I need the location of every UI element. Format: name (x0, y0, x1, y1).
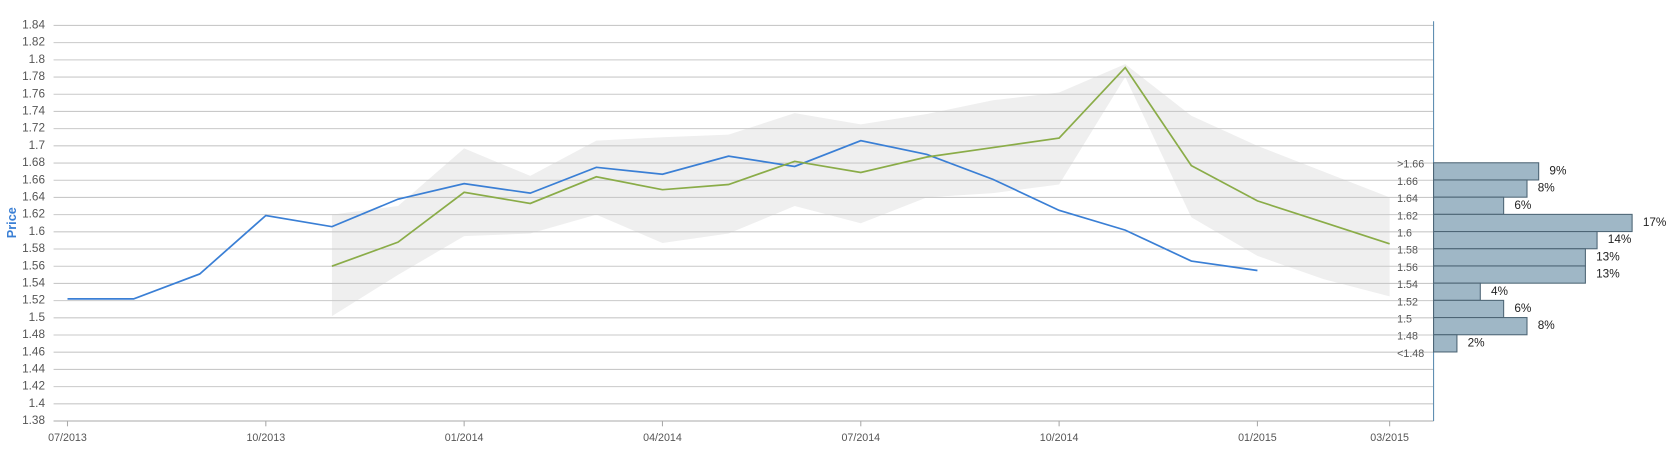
range-band (331, 64, 1390, 317)
bar (1433, 179, 1528, 198)
y-tick-label: 1.74 (22, 105, 45, 118)
y-tick-label: 1.82 (22, 36, 45, 49)
y-tick-label: 1.4 (29, 397, 46, 410)
y-tick-label: 1.38 (22, 414, 45, 427)
y-tick-label: 1.62 (22, 208, 45, 221)
bin-label: 1.5 (1397, 314, 1412, 326)
x-tick-label: 01/2014 (445, 432, 484, 444)
bar-value-label: 13% (1596, 268, 1620, 281)
bin-label: <1.48 (1397, 348, 1424, 360)
bin-label: 1.64 (1397, 193, 1418, 205)
x-tick-label: 07/2014 (841, 432, 880, 444)
line (331, 66, 1390, 268)
y-tick-label: 1.72 (22, 122, 45, 135)
bar (1433, 334, 1458, 353)
bar (1433, 231, 1598, 250)
y-tick-label: 1.7 (29, 139, 45, 152)
bar-value-label: 14% (1608, 233, 1632, 246)
y-tick-label: 1.46 (22, 345, 45, 358)
bin-label: 1.48 (1397, 331, 1418, 343)
bar-value-label: 9% (1549, 165, 1566, 178)
y-tick-label: 1.58 (22, 242, 45, 255)
bar-value-label: 17% (1643, 216, 1667, 229)
bar (1433, 213, 1633, 233)
x-tick-label: 07/2013 (48, 432, 87, 444)
y-tick-label: 1.54 (22, 277, 45, 290)
bin-label: 1.66 (1397, 176, 1418, 188)
y-tick-label: 1.78 (22, 70, 45, 83)
y-tick-label: 1.48 (22, 328, 45, 341)
x-tick-label: 03/2015 (1370, 432, 1409, 444)
bin-label: 1.52 (1397, 296, 1418, 308)
y-tick-label: 1.76 (22, 87, 45, 100)
bar (1433, 317, 1528, 336)
y-tick-label: 1.8 (29, 53, 46, 66)
bar (1433, 282, 1481, 301)
y-tick-label: 1.68 (22, 156, 45, 169)
x-tick-label: 10/2013 (246, 432, 285, 444)
line (67, 139, 1258, 300)
y-tick-label: 1.44 (22, 363, 45, 376)
bar-value-label: 6% (1514, 199, 1531, 212)
bar-value-label: 2% (1468, 336, 1485, 349)
bar-value-label: 8% (1538, 319, 1555, 332)
y-axis-title: Price (4, 207, 19, 238)
bin-label: 1.58 (1397, 245, 1418, 257)
y-tick-label: 1.42 (22, 380, 45, 393)
y-tick-label: 1.56 (22, 259, 45, 272)
bin-label: 1.56 (1397, 262, 1418, 274)
y-tick-label: 1.6 (29, 225, 45, 238)
y-tick-label: 1.66 (22, 173, 45, 186)
x-tick-label: 10/2014 (1040, 432, 1079, 444)
bar (1433, 196, 1505, 215)
x-tick-label: 04/2014 (643, 432, 682, 444)
bar-value-label: 4% (1491, 285, 1508, 298)
y-tick-label: 1.52 (22, 294, 45, 307)
bar (1433, 162, 1540, 181)
bar (1433, 299, 1505, 319)
bar (1433, 265, 1586, 284)
bar-value-label: 13% (1596, 250, 1620, 263)
bar-value-label: 6% (1514, 302, 1531, 315)
bar (1433, 248, 1586, 267)
bin-label: 1.6 (1397, 228, 1412, 240)
y-tick-label: 1.84 (22, 19, 45, 32)
y-tick-label: 1.64 (22, 191, 45, 204)
bin-label: 1.62 (1397, 210, 1418, 222)
bin-label: >1.66 (1397, 159, 1424, 171)
bin-label: 1.54 (1397, 279, 1418, 291)
x-tick-label: 01/2015 (1238, 432, 1277, 444)
y-tick-label: 1.5 (29, 311, 46, 324)
bar-value-label: 8% (1538, 182, 1555, 195)
